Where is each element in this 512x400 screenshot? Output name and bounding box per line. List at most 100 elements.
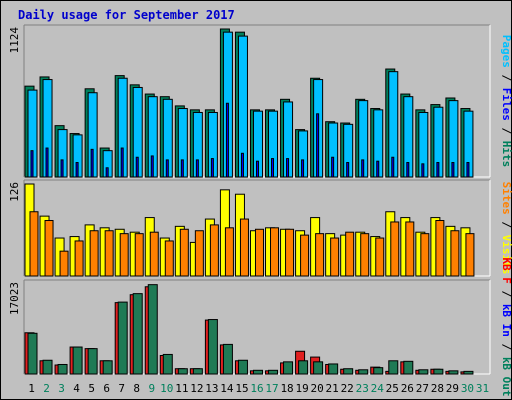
sites-bar-20 <box>315 233 325 277</box>
pages-bar-9 <box>150 155 154 178</box>
kbout-bar-19 <box>298 360 309 375</box>
sites-bar-30 <box>465 233 475 277</box>
kbytes-legend-part-4: kB Out <box>500 357 512 397</box>
sites-bar-25 <box>390 221 400 277</box>
day-label-12: 12 <box>190 382 203 395</box>
kbout-bar-23 <box>358 369 369 375</box>
kbout-bar-27 <box>418 369 429 375</box>
day-label-19: 19 <box>295 382 308 395</box>
day-label-6: 6 <box>103 382 110 395</box>
sites-bar-2 <box>44 220 54 277</box>
kbytes-legend-part-1: / <box>500 284 512 304</box>
pages-bar-15 <box>240 152 244 178</box>
sites-bar-23 <box>360 233 370 277</box>
visits-legend-part-0: Sites <box>500 182 512 215</box>
pages-bar-28 <box>436 162 440 178</box>
kbout-bar-7 <box>117 301 128 375</box>
day-label-10: 10 <box>160 382 173 395</box>
day-label-31: 31 <box>476 382 489 395</box>
sites-bar-28 <box>435 220 445 277</box>
kbout-bar-10 <box>162 353 173 375</box>
pages-bar-13 <box>210 158 214 178</box>
sites-bar-26 <box>405 221 415 277</box>
sites-bar-1 <box>29 211 39 277</box>
sites-bar-27 <box>420 233 430 277</box>
pages-bar-8 <box>135 156 139 178</box>
kbout-bar-8 <box>132 293 143 375</box>
kbout-bar-17 <box>268 369 279 375</box>
day-label-23: 23 <box>356 382 369 395</box>
day-label-7: 7 <box>118 382 125 395</box>
day-label-30: 30 <box>461 382 474 395</box>
usage-legend-part-4: Hits <box>500 141 512 168</box>
day-label-14: 14 <box>220 382 234 395</box>
day-label-22: 22 <box>341 382 354 395</box>
kbout-bar-28 <box>433 368 444 375</box>
kbytes-panel-background <box>24 280 490 374</box>
kbout-bar-26 <box>403 360 414 375</box>
kbout-bar-22 <box>343 368 354 375</box>
kbout-bar-25 <box>388 360 399 375</box>
sites-bar-6 <box>104 230 114 277</box>
pages-bar-12 <box>195 159 199 178</box>
sites-bar-18 <box>285 228 295 277</box>
kbout-bar-16 <box>252 369 263 375</box>
day-label-18: 18 <box>280 382 293 395</box>
sites-bar-8 <box>134 233 144 277</box>
kbout-bar-24 <box>373 367 384 375</box>
sites-bar-24 <box>375 237 385 277</box>
pages-bar-22 <box>346 162 350 178</box>
usage-legend-part-1: / <box>500 68 512 88</box>
day-label-21: 21 <box>326 382 339 395</box>
day-label-26: 26 <box>401 382 414 395</box>
pages-bar-21 <box>331 156 335 178</box>
day-label-17: 17 <box>265 382 278 395</box>
kbout-bar-18 <box>283 361 294 375</box>
pages-bar-11 <box>180 159 184 178</box>
visits-legend-part-2: Visits <box>500 235 512 275</box>
kbout-bar-21 <box>328 363 339 375</box>
kbout-bar-11 <box>177 368 188 375</box>
pages-bar-16 <box>255 160 259 178</box>
kbout-bar-6 <box>102 360 113 375</box>
usage-legend-part-0: Pages <box>500 35 512 68</box>
pages-bar-6 <box>105 167 109 178</box>
pages-bar-18 <box>286 158 290 178</box>
sites-bar-7 <box>119 233 129 277</box>
sites-bar-22 <box>345 231 355 277</box>
pages-bar-24 <box>376 160 380 178</box>
sites-bar-9 <box>149 231 159 277</box>
usage-max-label: 1124 <box>8 27 21 54</box>
visits-max-label: 126 <box>8 182 21 202</box>
sites-bar-3 <box>59 250 69 277</box>
sites-bar-29 <box>450 230 460 277</box>
sites-bar-4 <box>74 240 84 277</box>
day-label-13: 13 <box>205 382 218 395</box>
kbout-bar-4 <box>72 346 83 375</box>
day-label-28: 28 <box>431 382 444 395</box>
pages-bar-27 <box>421 163 425 178</box>
kbytes-legend: KB F / kB In / kB Out <box>500 257 512 396</box>
kbout-bar-1 <box>27 332 38 375</box>
kbout-bar-13 <box>207 319 218 375</box>
day-label-2: 2 <box>43 382 50 395</box>
day-label-5: 5 <box>88 382 95 395</box>
chart-title: Daily usage for September 2017 <box>18 8 235 22</box>
sites-bar-16 <box>254 228 264 277</box>
sites-bar-13 <box>209 224 219 277</box>
day-label-4: 4 <box>73 382 80 395</box>
day-label-29: 29 <box>446 382 459 395</box>
pages-bar-29 <box>451 162 455 178</box>
day-label-9: 9 <box>148 382 155 395</box>
sites-bar-14 <box>224 227 234 277</box>
usage-legend: Pages / Files / Hits <box>500 35 512 168</box>
pages-bar-2 <box>45 147 49 178</box>
pages-bar-23 <box>361 159 365 178</box>
usage-legend-part-2: Files <box>500 88 512 121</box>
pages-bar-14 <box>225 102 229 178</box>
pages-bar-4 <box>75 162 79 178</box>
pages-bar-30 <box>466 162 470 178</box>
sites-bar-15 <box>239 218 249 277</box>
day-label-27: 27 <box>416 382 429 395</box>
